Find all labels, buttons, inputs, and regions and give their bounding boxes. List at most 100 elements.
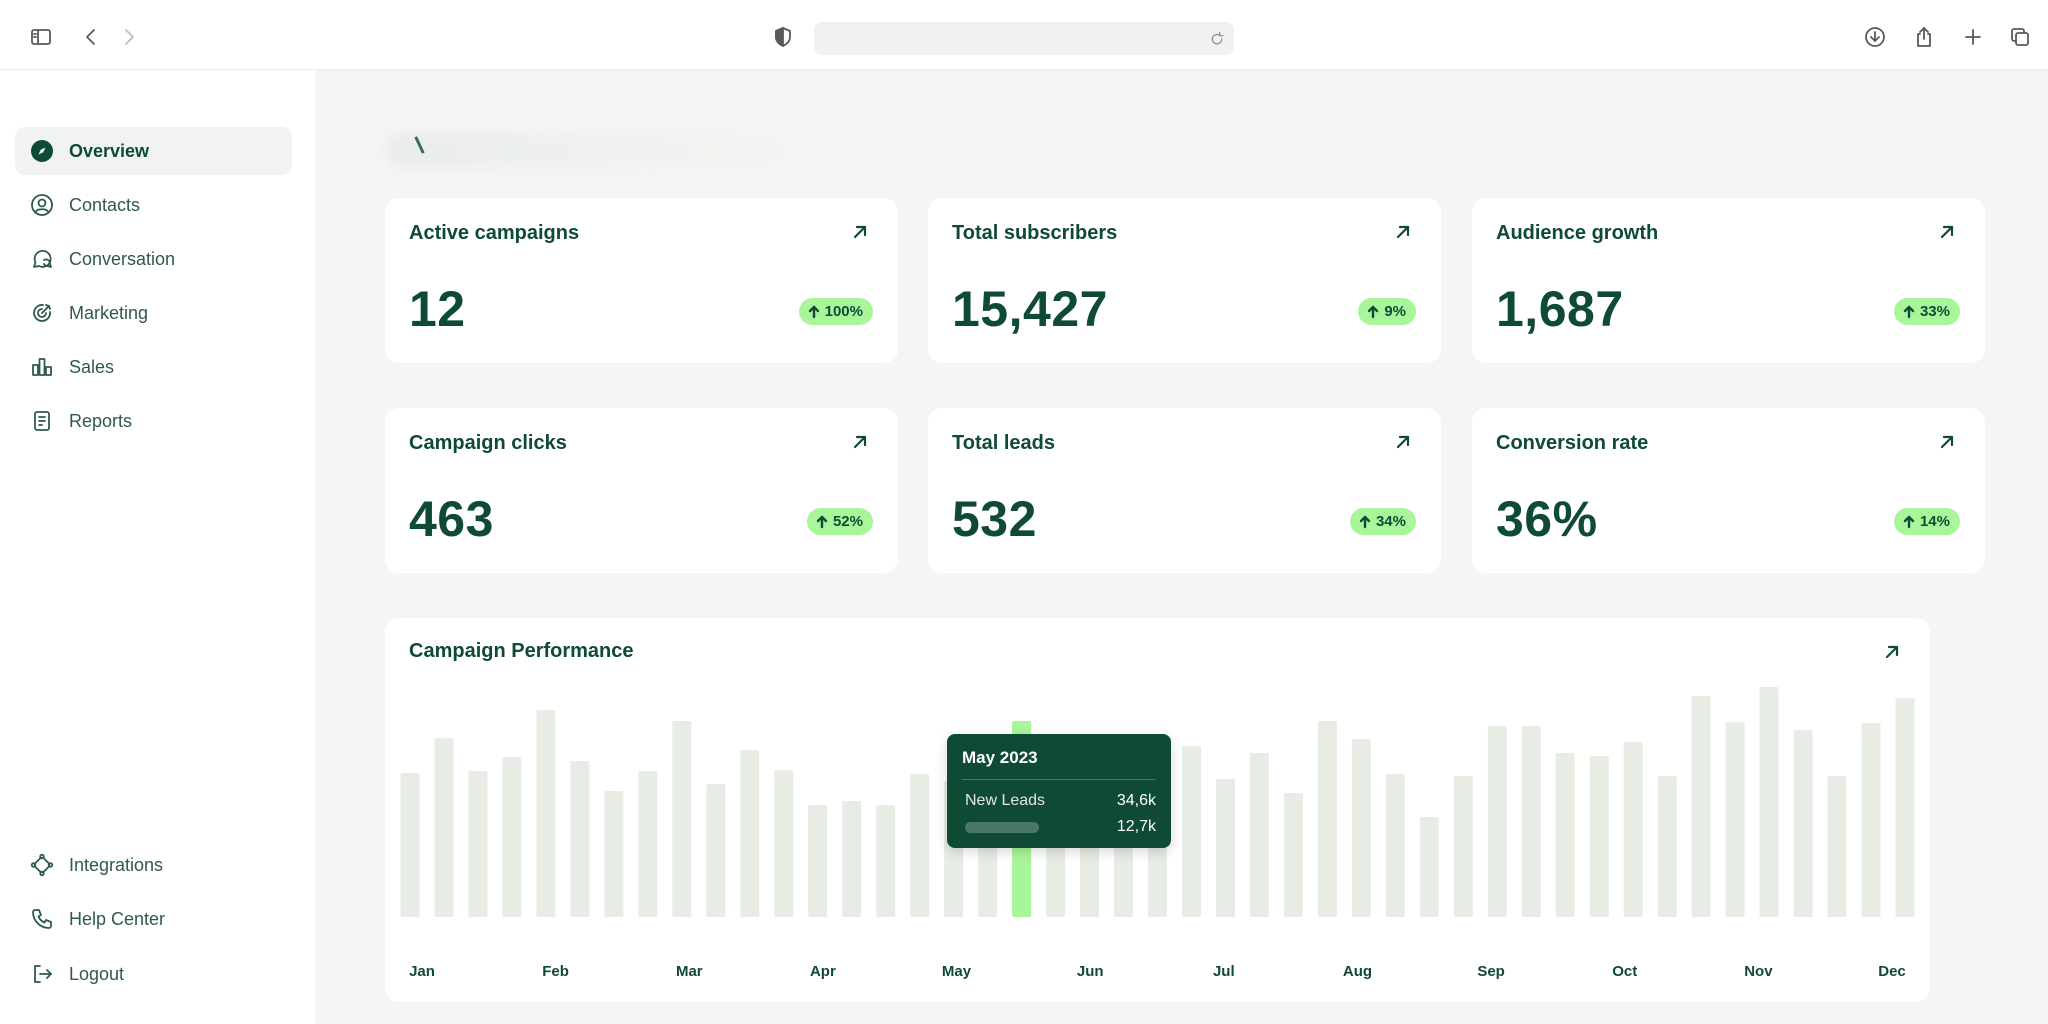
forward-icon[interactable] — [114, 22, 144, 52]
x-axis-tick-label: Jan — [409, 963, 435, 980]
arrow-up-right-icon[interactable] — [1937, 432, 1957, 452]
chart-bar[interactable] — [740, 750, 760, 917]
address-bar[interactable] — [814, 22, 1234, 55]
x-axis-tick-label: May — [942, 963, 972, 980]
sidebar-item-reports[interactable]: Reports — [15, 397, 292, 445]
chart-bar[interactable] — [1283, 793, 1303, 917]
chart-bar[interactable] — [1419, 817, 1439, 917]
chart-bar[interactable] — [502, 757, 522, 917]
reload-icon[interactable] — [1206, 28, 1228, 50]
stat-value: 15,427 — [952, 281, 1108, 337]
arrow-up-right-icon[interactable] — [1393, 432, 1413, 452]
arrow-up-right-icon[interactable] — [850, 222, 870, 242]
stat-card-conversion-rate[interactable]: Conversion rate 36% 14% — [1472, 408, 1985, 573]
chart-bar[interactable] — [1759, 687, 1779, 917]
arrow-up-right-icon[interactable] — [1937, 222, 1957, 242]
change-value: 34% — [1375, 513, 1406, 530]
sidebar-item-overview[interactable]: Overview — [15, 127, 292, 175]
sidebar-item-label: Sales — [69, 356, 115, 377]
chart-bar[interactable] — [536, 710, 556, 917]
chart-bar[interactable] — [570, 761, 590, 917]
stat-card-total-leads[interactable]: Total leads 532 34% — [928, 408, 1441, 573]
stat-label: Total subscribers — [952, 222, 1118, 244]
tooltip-value-primary: 34,6k — [1116, 792, 1156, 809]
chart-bar[interactable] — [1385, 774, 1405, 917]
chart-bar[interactable] — [1589, 756, 1609, 917]
chart-bar[interactable] — [1623, 742, 1643, 917]
sidebar-toggle-icon[interactable] — [26, 22, 56, 52]
chart-bar[interactable] — [1249, 753, 1269, 917]
chart-bar[interactable] — [706, 784, 726, 917]
share-icon[interactable] — [1909, 22, 1939, 52]
chart-bar[interactable] — [842, 801, 862, 917]
chart-bar[interactable] — [1725, 722, 1745, 917]
arrow-up-right-icon[interactable] — [850, 432, 870, 452]
chart-bar[interactable] — [1827, 776, 1847, 917]
stat-card-total-subscribers[interactable]: Total subscribers 15,427 9% — [928, 198, 1441, 363]
change-badge: 33% — [1893, 298, 1960, 325]
change-value: 9% — [1384, 303, 1406, 320]
chart-bar[interactable] — [1521, 726, 1541, 917]
chart-bar[interactable] — [876, 805, 896, 917]
stat-card-audience-growth[interactable]: Audience growth 1,687 33% — [1472, 198, 1985, 363]
chart-bar[interactable] — [1182, 746, 1201, 917]
main-content: Active campaigns 12 100% Total subscribe… — [315, 70, 2048, 1024]
x-axis-tick-label: Oct — [1612, 963, 1637, 980]
stat-card-active-campaigns[interactable]: Active campaigns 12 100% — [385, 198, 898, 363]
chart-bar[interactable] — [434, 738, 454, 917]
chart-bar[interactable] — [808, 805, 828, 917]
new-tab-icon[interactable] — [1958, 22, 1988, 52]
chart-bar[interactable] — [1895, 698, 1915, 917]
download-icon[interactable] — [1860, 22, 1890, 52]
chart-bar[interactable] — [1793, 730, 1813, 917]
chart-bar[interactable] — [400, 773, 420, 917]
sidebar-item-sales[interactable]: Sales — [15, 343, 292, 391]
arrow-up-right-icon[interactable] — [1882, 642, 1902, 662]
stat-value: 12 — [409, 281, 466, 337]
change-badge: 9% — [1358, 298, 1416, 325]
x-axis-tick-label: Feb — [542, 963, 569, 980]
stat-card-campaign-clicks[interactable]: Campaign clicks 463 52% — [385, 408, 898, 573]
sidebar-item-logout[interactable]: Logout — [15, 950, 292, 998]
chart-bar[interactable] — [1351, 739, 1371, 917]
arrow-up-right-icon[interactable] — [1393, 222, 1413, 242]
x-axis-tick-label: Aug — [1343, 963, 1372, 980]
chart-bar[interactable] — [468, 771, 488, 917]
arrow-up-icon — [1903, 515, 1915, 528]
back-icon[interactable] — [76, 22, 106, 52]
sidebar-item-help-center[interactable]: Help Center — [15, 895, 292, 943]
sidebar-item-integrations[interactable]: Integrations — [15, 841, 292, 889]
chart-bar[interactable] — [1657, 776, 1677, 917]
chart-bar[interactable] — [638, 771, 658, 917]
arrow-up-icon — [808, 305, 819, 318]
shield-icon[interactable] — [768, 22, 798, 52]
chart-bar[interactable] — [604, 791, 624, 917]
sidebar-item-conversation[interactable]: Conversation — [15, 235, 292, 283]
campaign-performance-chart: Jan Feb Mar Apr May Jun Jul Aug Sep Oct Nov Dec — [400, 687, 1915, 980]
chart-bar[interactable] — [672, 721, 692, 917]
chart-bar[interactable] — [774, 770, 794, 917]
tooltip-divider — [962, 779, 1156, 780]
tabs-overview-icon[interactable] — [2005, 22, 2035, 52]
sidebar-item-label: Marketing — [69, 302, 149, 323]
page-title-placeholder — [385, 132, 805, 168]
chart-bar[interactable] — [1317, 721, 1337, 917]
sidebar-item-contacts[interactable]: Contacts — [15, 181, 292, 229]
chart-bar[interactable] — [1216, 779, 1235, 917]
chart-bar[interactable] — [1453, 776, 1473, 917]
chart-tooltip: May 2023 New Leads 34,6k 12,7k — [947, 734, 1171, 848]
browser-toolbar — [0, 0, 2048, 70]
x-axis-tick-label: Nov — [1744, 963, 1773, 980]
stat-value: 1,687 — [1496, 281, 1624, 337]
chart-bar[interactable] — [1861, 723, 1881, 917]
sidebar-item-label: Overview — [69, 140, 150, 161]
chart-bar[interactable] — [1691, 696, 1711, 917]
phone-icon — [29, 906, 55, 932]
chart-bar[interactable] — [910, 774, 930, 917]
chart-bar[interactable] — [1555, 753, 1575, 917]
sidebar-item-marketing[interactable]: Marketing — [15, 289, 292, 337]
x-axis-tick-label: Sep — [1477, 963, 1505, 980]
chart-bar[interactable] — [1487, 726, 1507, 917]
stat-value: 463 — [409, 491, 494, 547]
sidebar-item-label: Reports — [69, 410, 133, 431]
